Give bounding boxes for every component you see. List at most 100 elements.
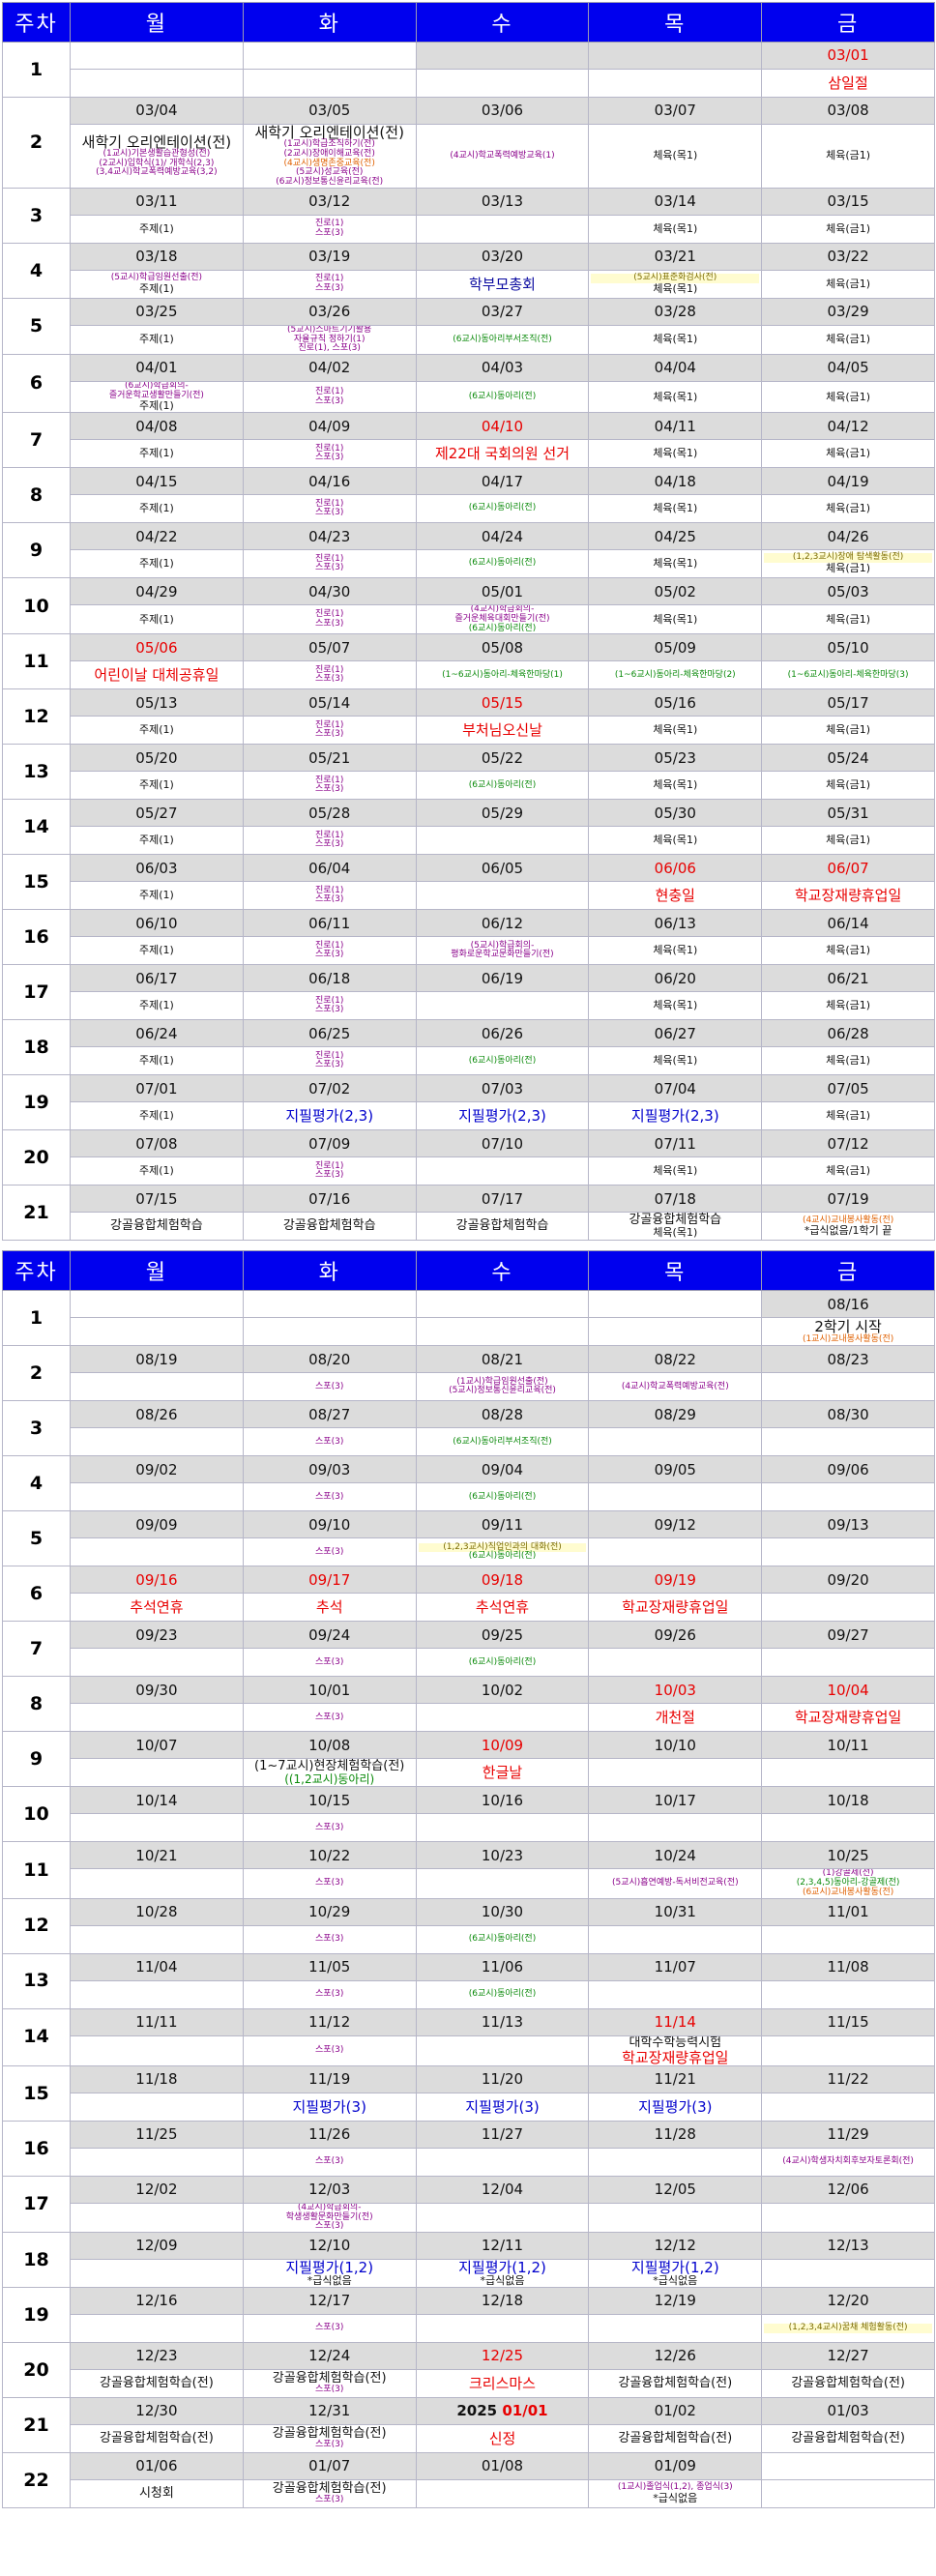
event-cell: 주제(1) [70, 716, 244, 746]
event-text: 스포(3) [315, 729, 344, 740]
week-note-row: 주제(1) 진로(1) 스포(3) (5교시)학급회의- 평화로운학교문화만들기(전) 체… [3, 936, 935, 966]
week-date-row: 17 06/17 06/18 06/19 06/20 06/21 [2, 964, 935, 1021]
event-cell [70, 2034, 244, 2066]
date-cell: 07/09 [242, 1129, 417, 1158]
event-cell: (1)강골제(전) (2,3,4,5)동아리-강골제(전) (6교시)교내봉사활동(… [761, 1868, 935, 1899]
week-number: 9 [2, 1731, 71, 1788]
event-text: 강골융합체험학습(전) [100, 2375, 214, 2390]
date-cell: 12/27 [761, 2342, 935, 2370]
event-cell: (4교시)학교폭력예방교육(1) [415, 124, 590, 189]
week-date-row: 9 10/07 10/08 10/09 10/10 10/11 [2, 1731, 935, 1788]
date-cell: 10/15 [242, 1786, 417, 1815]
event-text: (1~6교시)동아리-체육한마당(3) [787, 669, 909, 680]
event-text: 스포(3) [315, 395, 344, 406]
event-text: (5교시)정보통신윤리교육(전) [449, 1386, 556, 1396]
header-wed: 수 [415, 2, 590, 43]
date-cell: 10/01 [242, 1676, 417, 1705]
event-text: 체육(목1) [653, 502, 698, 515]
event-text: 신정 [488, 2429, 516, 2447]
event-cell: (4교시)학교폭력예방교육(전) [588, 1372, 763, 1402]
week-note-row: 주제(1) 진로(1) 스포(3) (4교시)학급회의- 즐거운체육대회만들기(전) (6… [3, 604, 935, 635]
date-cell: 09/27 [761, 1621, 935, 1650]
event-cell [70, 1537, 244, 1567]
week-note-row: 시청회 강골융합체험학습(전) 스포(3) (1교시)졸업식(1,2), 종업식(3)… [3, 2479, 935, 2508]
week-number: 4 [2, 1455, 71, 1512]
event-cell: 진로(1) 스포(3) [242, 936, 417, 966]
week-date-row: 15 06/03 06/04 06/05 06/06 06/07 [2, 854, 935, 911]
event-text: (6교시)동아리(전) [468, 391, 537, 401]
event-text: (6교시)동아리(전) [468, 1988, 537, 1999]
event-cell [761, 1482, 935, 1512]
date-cell: 09/12 [588, 1510, 763, 1539]
date-cell: 09/09 [70, 1510, 244, 1539]
event-cell [415, 1703, 590, 1733]
date-cell: 12/11 [415, 2231, 590, 2260]
event-cell: 체육(금1) [761, 214, 935, 244]
week-date-row: 8 09/30 10/01 10/02 10/03 10/04 [2, 1676, 935, 1733]
event-text: 체육(목1) [653, 221, 698, 235]
event-cell: 강골융합체험학습(전) 스포(3) [242, 2369, 417, 2398]
event-text: 체육(목1) [653, 149, 698, 162]
event-cell [415, 1813, 590, 1843]
event-text: 체육(금1) [826, 1054, 871, 1068]
event-text: 체육(금1) [826, 1164, 871, 1178]
event-text: 스포(3) [315, 227, 344, 238]
date-cell: 12/02 [70, 2175, 244, 2204]
header-mon: 월 [70, 2, 244, 43]
week-number: 11 [2, 1841, 71, 1899]
date-cell: 05/29 [415, 799, 590, 828]
date-cell: 03/14 [588, 187, 763, 216]
event-text: 체육(목1) [653, 723, 698, 737]
week-date-row: 9 04/22 04/23 04/24 04/25 04/26 [2, 522, 935, 579]
date-cell: 09/06 [761, 1455, 935, 1484]
event-cell: 어린이날 대체공휴일 [70, 660, 244, 690]
event-cell [588, 1537, 763, 1567]
week-date-row: 12 10/28 10/29 10/30 10/31 11/01 [2, 1897, 935, 1954]
date-cell: 09/17 [242, 1566, 417, 1595]
event-text: 체육(목1) [653, 612, 698, 626]
week-number: 6 [2, 1566, 71, 1623]
event-text: 주제(1) [138, 281, 174, 295]
event-cell: 체육(금1) [761, 1101, 935, 1131]
event-text: 평화로운학교문화만들기(전) [451, 950, 554, 960]
event-cell [588, 1758, 763, 1788]
event-text: 진로(1) [315, 386, 344, 396]
event-text: 추석연휴 [130, 1598, 184, 1617]
event-cell: (1~6교시)동아리-체육한마당(2) [588, 660, 763, 690]
event-cell: 체육(금1) [761, 936, 935, 966]
event-cell: 진로(1) 스포(3) [242, 1156, 417, 1186]
event-cell: 진로(1) 스포(3) [242, 494, 417, 524]
date-cell: 11/04 [70, 1952, 244, 1981]
date-cell: 01/09 [588, 2452, 763, 2480]
date-cell: 03/28 [588, 297, 763, 326]
header-thu: 목 [588, 1250, 763, 1292]
event-cell: 진로(1) 스포(3) [242, 214, 417, 244]
date-cell: 03/11 [70, 187, 244, 216]
event-cell: 체육(금1) [761, 439, 935, 469]
date-cell [242, 1290, 417, 1319]
event-text: 주제(1) [138, 502, 174, 515]
event-text: 주제(1) [138, 399, 174, 413]
date-cell: 10/30 [415, 1897, 590, 1926]
event-text: 주제(1) [138, 447, 174, 460]
event-cell: 스포(3) [242, 1924, 417, 1954]
date-cell: 11/14 [588, 2007, 763, 2036]
event-cell: 체육(금1) [761, 1046, 935, 1076]
date-cell: 09/03 [242, 1455, 417, 1484]
week-date-row: 18 06/24 06/25 06/26 06/27 06/28 [2, 1019, 935, 1076]
event-cell: 스포(3) [242, 1868, 417, 1899]
event-cell [415, 991, 590, 1021]
event-cell: 진로(1) 스포(3) [242, 716, 417, 746]
week-note-row: 스포(3) 개천절 학교장재량휴업일 [3, 1703, 935, 1733]
date-cell: 07/12 [761, 1129, 935, 1158]
week-note-row: 스포(3) 대학수학능력시험 학교장재량휴업일 [3, 2034, 935, 2066]
date-cell: 07/02 [242, 1074, 417, 1103]
event-cell: 강골융합체험학습(전) 스포(3) [242, 2424, 417, 2453]
week-note-row: 스포(3) [3, 1813, 935, 1843]
event-text: 진로(1) [315, 830, 344, 840]
event-cell: 체육(금1) [761, 324, 935, 355]
event-cell: 주제(1) [70, 991, 244, 1021]
week-number: 12 [2, 1897, 71, 1954]
event-text: 어린이날 대체공휴일 [94, 666, 219, 685]
event-cell: (1교시)졸업식(1,2), 종업식(3) *급식없음 [588, 2479, 763, 2508]
